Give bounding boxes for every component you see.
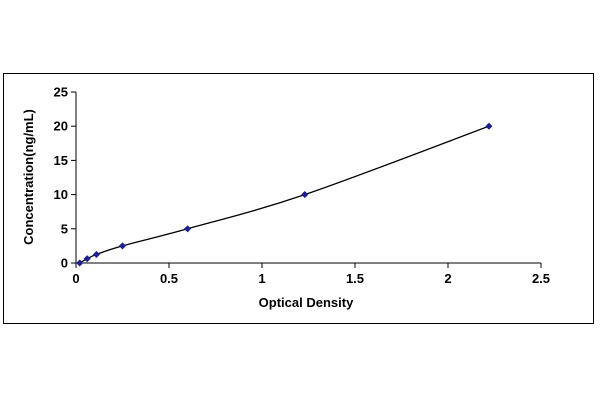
y-tick-label: 0 bbox=[61, 256, 68, 271]
x-tick-label: 0.5 bbox=[160, 271, 178, 286]
series-line bbox=[79, 125, 490, 264]
data-point bbox=[301, 190, 309, 199]
y-tick-label: 25 bbox=[54, 85, 68, 100]
y-tick-label: 20 bbox=[54, 119, 68, 134]
chart-frame bbox=[3, 73, 594, 324]
y-tick-label: 10 bbox=[54, 187, 68, 202]
x-tick-label: 1 bbox=[258, 271, 265, 286]
data-point bbox=[183, 225, 192, 233]
data-point bbox=[92, 250, 101, 259]
x-axis-title: Optical Density bbox=[259, 295, 354, 310]
x-tick-label: 2 bbox=[444, 271, 451, 286]
plot-area: 0 5 10 15 20 25 0 0.5 1 1.5 2 2.5 bbox=[54, 85, 551, 287]
x-tick-label: 0 bbox=[72, 271, 79, 286]
y-tick-label: 15 bbox=[54, 153, 68, 168]
y-tick-label: 5 bbox=[61, 221, 68, 236]
data-point bbox=[83, 255, 91, 263]
data-point bbox=[76, 259, 84, 267]
x-tick-label: 1.5 bbox=[346, 271, 364, 286]
y-axis-title: Concentration(ng/mL) bbox=[21, 109, 36, 245]
x-tick-label: 2.5 bbox=[532, 271, 550, 286]
data-point bbox=[485, 122, 493, 130]
data-point bbox=[118, 242, 127, 250]
